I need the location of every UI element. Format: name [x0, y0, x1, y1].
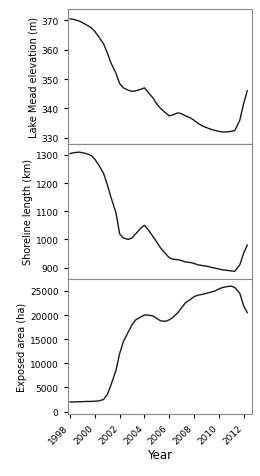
Y-axis label: Lake Mead elevation (m): Lake Mead elevation (m) [29, 17, 38, 138]
Y-axis label: Exposed area (ha): Exposed area (ha) [17, 302, 27, 391]
Y-axis label: Shoreline length (km): Shoreline length (km) [23, 159, 33, 265]
X-axis label: Year: Year [147, 448, 172, 461]
